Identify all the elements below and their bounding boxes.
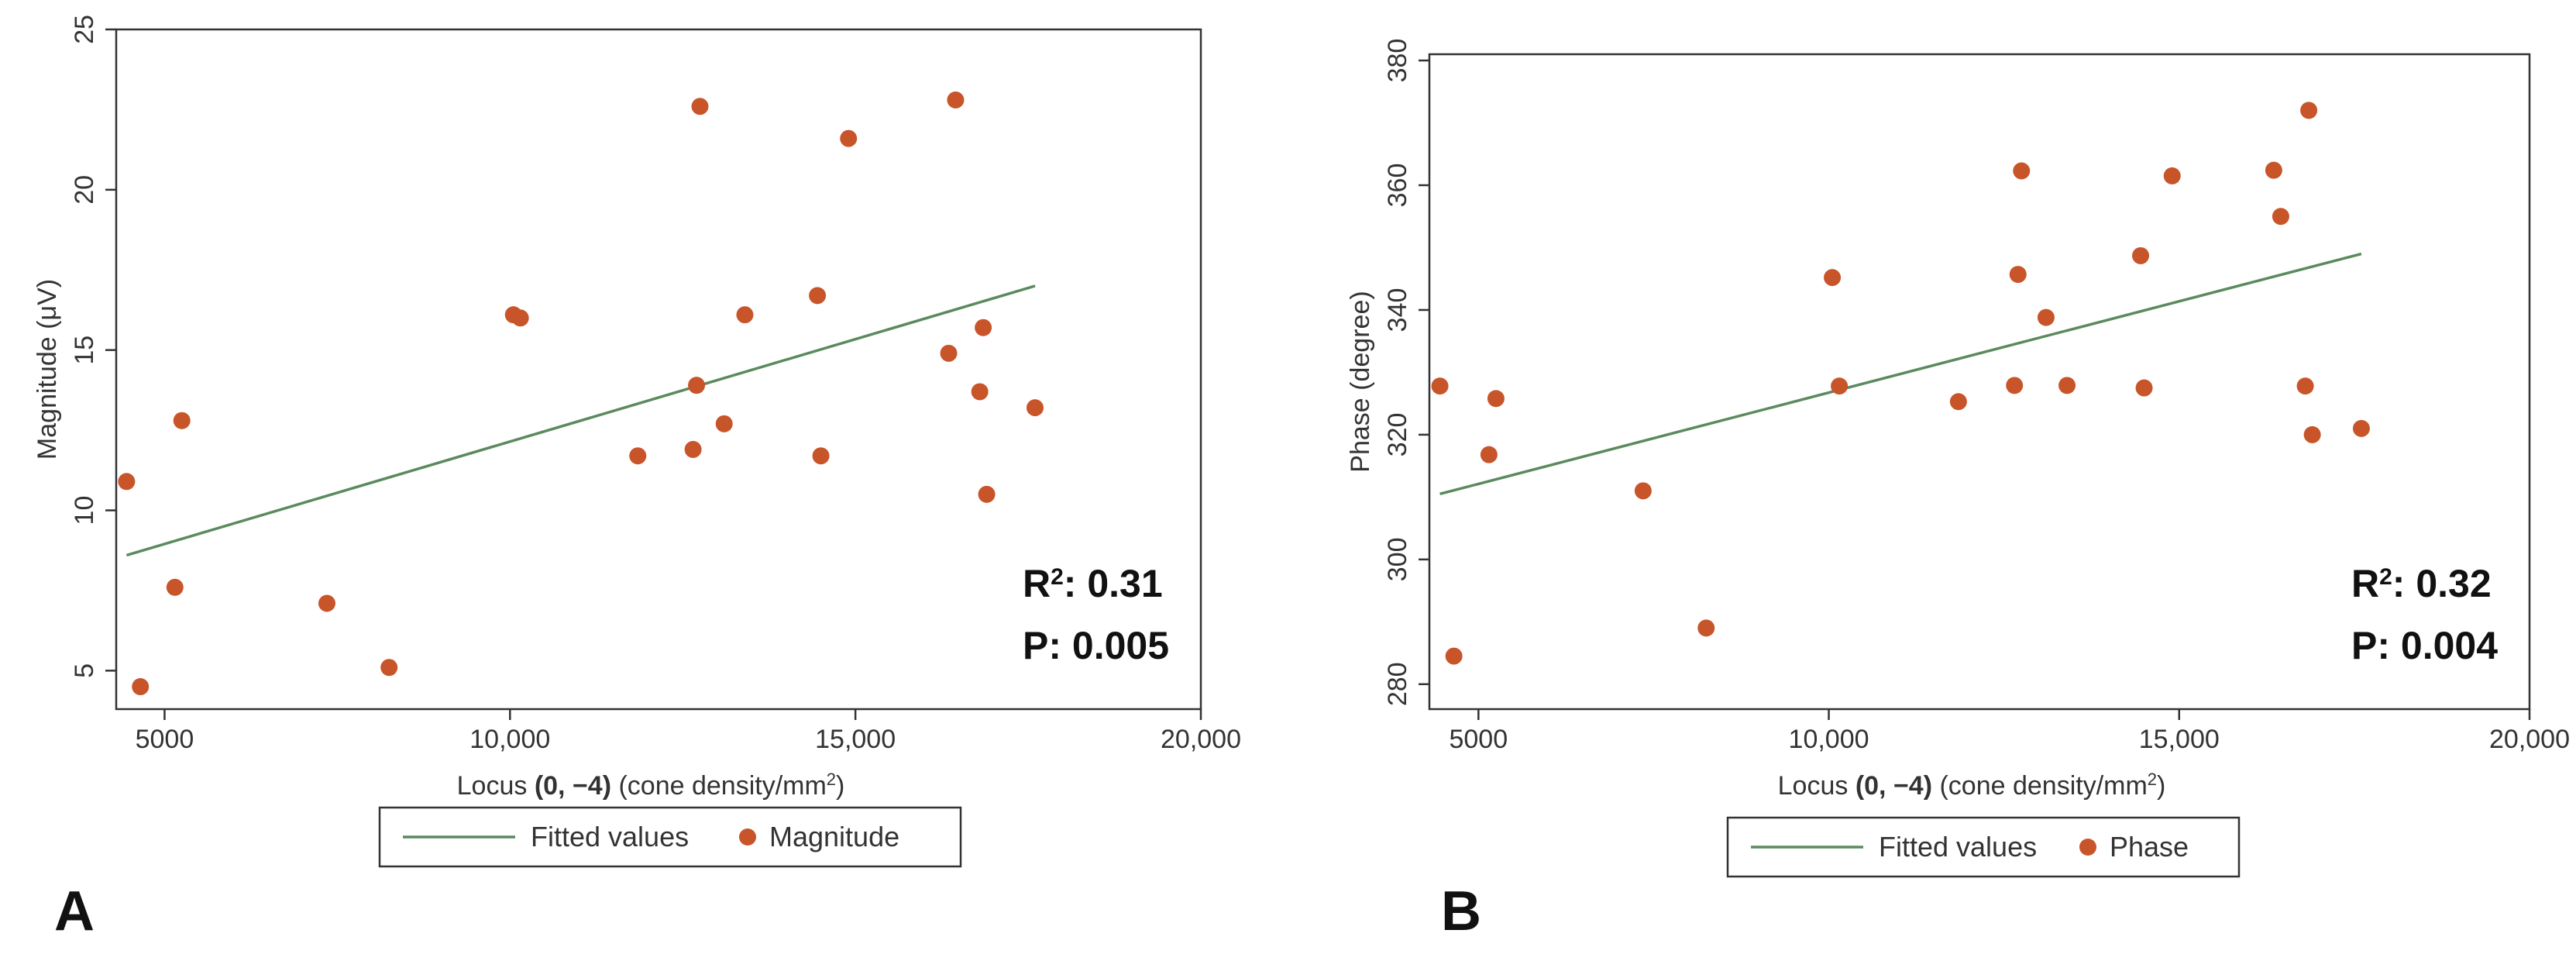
r-squared-stat: R2: 0.32	[2351, 562, 2492, 605]
data-point	[1831, 377, 1849, 395]
data-point	[1824, 269, 1842, 287]
legend: Fitted values Phase	[1726, 816, 2241, 878]
data-point	[629, 447, 647, 465]
y-axis-title: Magnitude (μV)	[33, 279, 62, 460]
data-point	[2296, 377, 2314, 395]
y-tick-label: 10	[70, 496, 99, 525]
x-axis-title: Locus (0, −4) (cone density/mm2)	[1778, 770, 2166, 801]
data-point	[1480, 446, 1498, 463]
panel-label: B	[1441, 880, 1481, 942]
data-point	[1487, 390, 1505, 408]
p-value-stat: P: 0.005	[1023, 624, 1169, 667]
data-point	[2037, 308, 2055, 326]
plot-frame	[115, 28, 1202, 711]
data-point	[1634, 482, 1652, 500]
x-tick-label: 10,000	[469, 725, 550, 754]
data-point	[2352, 419, 2370, 437]
y-tick-label: 20	[70, 175, 99, 205]
data-point	[2303, 425, 2321, 443]
data-point	[2006, 377, 2024, 394]
data-point	[947, 91, 965, 109]
data-point	[940, 344, 958, 362]
x-tick-label: 10,000	[1789, 725, 1869, 754]
data-point	[688, 377, 706, 394]
data-point	[132, 678, 150, 696]
data-point	[975, 319, 992, 336]
legend-points-label: Magnitude	[769, 821, 899, 852]
data-point	[118, 473, 136, 491]
legend-fit-label: Fitted values	[531, 821, 689, 852]
x-tick-label: 5000	[136, 725, 194, 754]
legend-fit-label: Fitted values	[1879, 831, 2037, 863]
data-point	[2013, 162, 2031, 180]
data-point	[2135, 379, 2153, 397]
data-point	[809, 287, 827, 305]
y-tick-label: 5	[70, 663, 99, 678]
y-tick-label: 320	[1383, 413, 1412, 457]
x-tick-label: 15,000	[2139, 725, 2220, 754]
x-tick-label: 20,000	[1161, 725, 1241, 754]
data-point	[736, 306, 754, 324]
data-point	[173, 412, 191, 429]
data-point	[2265, 161, 2282, 179]
data-point	[1697, 619, 1715, 637]
data-point	[1431, 377, 1449, 395]
data-point	[812, 447, 830, 465]
panel-b: 280 300 320 340 360 380 5000 10,000 15,000 20,000…	[1346, 39, 2570, 942]
data-point	[2163, 167, 2181, 184]
x-axis-title: Locus (0, −4) (cone density/mm2)	[457, 770, 845, 801]
fitted-line	[126, 284, 1036, 557]
y-tick-label: 25	[70, 15, 99, 44]
r-squared-stat: R2: 0.31	[1023, 562, 1163, 605]
x-tick-label: 5000	[1449, 725, 1508, 754]
x-tick-label: 20,000	[2489, 725, 2570, 754]
fitted-line	[1439, 252, 2362, 496]
y-tick-label: 340	[1383, 288, 1412, 332]
data-point	[2058, 377, 2076, 394]
data-point	[715, 415, 733, 432]
legend-point-swatch	[2079, 839, 2096, 856]
data-point	[166, 578, 184, 596]
data-point	[2009, 266, 2027, 284]
legend: Fitted values Magnitude	[378, 806, 962, 868]
legend-point-swatch	[739, 828, 756, 846]
data-point	[1445, 647, 1463, 665]
data-point	[1026, 399, 1044, 417]
data-point	[684, 440, 702, 458]
data-point	[2300, 102, 2318, 119]
y-tick-label: 360	[1383, 164, 1412, 208]
p-value-stat: P: 0.004	[2351, 624, 2498, 667]
data-point	[978, 485, 996, 503]
data-point	[318, 594, 335, 612]
plot-frame	[1428, 53, 2531, 711]
data-point	[1949, 393, 1967, 411]
y-tick-label: 280	[1383, 662, 1412, 706]
x-tick-label: 15,000	[815, 725, 896, 754]
data-point	[971, 383, 989, 401]
y-tick-label: 380	[1383, 39, 1412, 83]
data-point	[2132, 246, 2150, 264]
y-tick-label: 15	[70, 336, 99, 365]
panel-a: 5 10 15 20 25 5000 10,000 15,000 20,000 Magnitude…	[33, 15, 1241, 942]
data-point	[511, 309, 529, 327]
data-point	[691, 98, 709, 115]
data-point	[380, 659, 398, 677]
data-point	[2272, 208, 2289, 226]
y-axis-title: Phase (degree)	[1346, 291, 1375, 472]
legend-points-label: Phase	[2110, 831, 2189, 863]
y-tick-label: 300	[1383, 537, 1412, 581]
data-point	[840, 129, 858, 147]
panel-label: A	[54, 880, 95, 942]
